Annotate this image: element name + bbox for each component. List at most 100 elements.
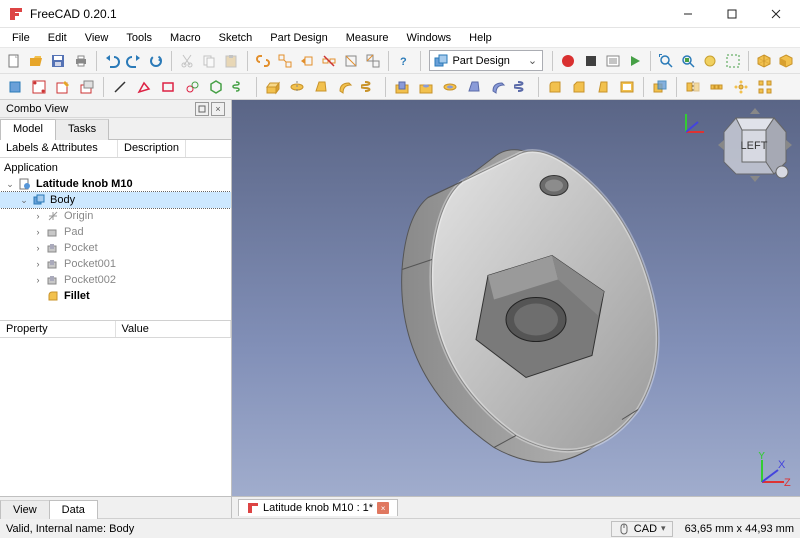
link-replace-button[interactable] xyxy=(297,50,317,72)
close-button[interactable] xyxy=(754,0,798,28)
edit-sketch-button[interactable] xyxy=(52,76,74,98)
groove-button[interactable] xyxy=(439,76,461,98)
line-button[interactable] xyxy=(109,76,131,98)
revolution-button[interactable] xyxy=(286,76,308,98)
close-tab-button[interactable]: × xyxy=(377,502,389,514)
draw-style-button[interactable] xyxy=(700,50,720,72)
tab-tasks[interactable]: Tasks xyxy=(55,119,109,140)
menu-help[interactable]: Help xyxy=(461,30,500,46)
redo-button[interactable] xyxy=(124,50,144,72)
document-tab[interactable]: Latitude knob M10 : 1* × xyxy=(238,499,398,516)
tab-view[interactable]: View xyxy=(0,500,50,519)
minimize-button[interactable] xyxy=(666,0,710,28)
pad-button[interactable] xyxy=(262,76,284,98)
tree-fillet[interactable]: Fillet xyxy=(0,288,231,304)
copy-button[interactable] xyxy=(199,50,219,72)
sub-loft-button[interactable] xyxy=(463,76,485,98)
tree-body[interactable]: ⌄ Body xyxy=(0,192,231,208)
tree-origin[interactable]: › Origin xyxy=(0,208,231,224)
3d-viewport[interactable]: LEFT Y Z X Latitude knob M10 : 1* × xyxy=(232,100,800,518)
create-sketch-button[interactable] xyxy=(28,76,50,98)
maximize-button[interactable] xyxy=(710,0,754,28)
circle2-button[interactable] xyxy=(181,76,203,98)
polar-pattern-button[interactable] xyxy=(730,76,752,98)
workbench-selector[interactable]: Part Design ⌄ xyxy=(429,50,543,71)
thickness-button[interactable] xyxy=(616,76,638,98)
helix-button[interactable] xyxy=(229,76,251,98)
menu-view[interactable]: View xyxy=(77,30,117,46)
expand-icon[interactable]: › xyxy=(32,275,44,285)
menu-sketch[interactable]: Sketch xyxy=(211,30,261,46)
link-button[interactable] xyxy=(252,50,272,72)
menu-partdesign[interactable]: Part Design xyxy=(262,30,335,46)
undo-button[interactable] xyxy=(102,50,122,72)
sub-sweep-button[interactable] xyxy=(487,76,509,98)
collapse-icon[interactable]: ⌄ xyxy=(18,195,30,206)
menu-edit[interactable]: Edit xyxy=(40,30,75,46)
helix-pad-button[interactable] xyxy=(358,76,380,98)
refresh-button[interactable] xyxy=(146,50,166,72)
whatsthis-button[interactable]: ? xyxy=(394,50,414,72)
menu-tools[interactable]: Tools xyxy=(118,30,160,46)
expand-icon[interactable]: › xyxy=(32,211,44,221)
hexagon-button[interactable] xyxy=(205,76,227,98)
chamfer-button[interactable] xyxy=(568,76,590,98)
front-view-button[interactable] xyxy=(776,50,796,72)
panel-float-button[interactable] xyxy=(195,102,209,116)
iso-view-button[interactable] xyxy=(754,50,774,72)
print-button[interactable] xyxy=(71,50,91,72)
macro-stop-button[interactable] xyxy=(581,50,601,72)
linear-pattern-button[interactable] xyxy=(706,76,728,98)
collapse-icon[interactable]: ⌄ xyxy=(4,179,16,190)
link-importall-button[interactable] xyxy=(363,50,383,72)
tree-document[interactable]: ⌄ Latitude knob M10 xyxy=(0,176,231,192)
zoom-sel-button[interactable] xyxy=(678,50,698,72)
link-group-button[interactable] xyxy=(275,50,295,72)
macro-record-button[interactable] xyxy=(558,50,578,72)
expand-icon[interactable]: › xyxy=(32,243,44,253)
zoom-fit-button[interactable] xyxy=(656,50,676,72)
macro-list-button[interactable] xyxy=(603,50,623,72)
panel-close-button[interactable]: × xyxy=(211,102,225,116)
tab-model[interactable]: Model xyxy=(0,119,56,140)
tree-pocket[interactable]: › Pocket xyxy=(0,240,231,256)
model-tree[interactable]: Application ⌄ Latitude knob M10 ⌄ Body ›… xyxy=(0,158,231,320)
tree-pocket002[interactable]: › Pocket002 xyxy=(0,272,231,288)
macro-play-button[interactable] xyxy=(625,50,645,72)
menu-file[interactable]: File xyxy=(4,30,38,46)
loft-button[interactable] xyxy=(310,76,332,98)
open-button[interactable] xyxy=(26,50,46,72)
mirror-button[interactable] xyxy=(682,76,704,98)
part-model[interactable] xyxy=(366,119,666,482)
pocket-button[interactable] xyxy=(391,76,413,98)
nav-mode-selector[interactable]: CAD ▾ xyxy=(611,521,673,537)
tree-pocket001[interactable]: › Pocket001 xyxy=(0,256,231,272)
rect-button[interactable] xyxy=(157,76,179,98)
menu-measure[interactable]: Measure xyxy=(338,30,397,46)
menu-macro[interactable]: Macro xyxy=(162,30,209,46)
save-button[interactable] xyxy=(48,50,68,72)
paste-button[interactable] xyxy=(221,50,241,72)
navigation-cube[interactable]: LEFT xyxy=(716,106,794,184)
expand-icon[interactable]: › xyxy=(32,259,44,269)
tree-application[interactable]: Application xyxy=(0,160,231,176)
polyline-button[interactable] xyxy=(133,76,155,98)
multitransform-button[interactable] xyxy=(754,76,776,98)
boolean-button[interactable] xyxy=(649,76,671,98)
link-import-button[interactable] xyxy=(341,50,361,72)
tree-pad[interactable]: › Pad xyxy=(0,224,231,240)
create-body-button[interactable] xyxy=(4,76,26,98)
hole-button[interactable] xyxy=(415,76,437,98)
link-unlink-button[interactable] xyxy=(319,50,339,72)
expand-icon[interactable]: › xyxy=(32,227,44,237)
cut-button[interactable] xyxy=(177,50,197,72)
map-sketch-button[interactable] xyxy=(76,76,98,98)
bbox-button[interactable] xyxy=(722,50,742,72)
new-doc-button[interactable] xyxy=(4,50,24,72)
sub-helix-button[interactable] xyxy=(511,76,533,98)
menu-windows[interactable]: Windows xyxy=(399,30,460,46)
draft-button[interactable] xyxy=(592,76,614,98)
fillet-button[interactable] xyxy=(544,76,566,98)
tab-data[interactable]: Data xyxy=(49,500,98,519)
sweep-button[interactable] xyxy=(334,76,356,98)
